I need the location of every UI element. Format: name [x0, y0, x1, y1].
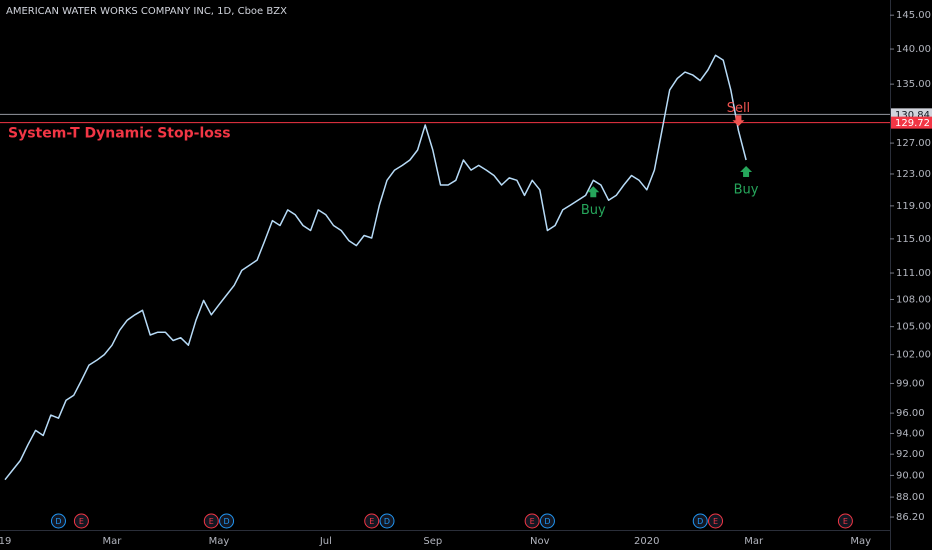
event-label: D: [544, 517, 550, 526]
event-badge: [219, 513, 235, 529]
event-label: E: [369, 517, 374, 526]
event-badge: [524, 513, 540, 529]
event-label: E: [713, 517, 718, 526]
x-tick-label: Mar: [103, 536, 123, 547]
event-badge: [73, 513, 89, 529]
event-label: E: [209, 517, 214, 526]
x-tick-label: May: [209, 536, 230, 547]
event-badge: [837, 513, 853, 529]
event-label: D: [384, 517, 390, 526]
y-tick-label: 135.00: [896, 79, 931, 90]
y-tick-label: 88.00: [896, 492, 925, 503]
event-badge: [203, 513, 219, 529]
x-tick-label: Mar: [744, 536, 764, 547]
event-badge: [50, 513, 66, 529]
y-tick-label: 105.00: [896, 322, 931, 333]
signal-label: Sell: [727, 101, 750, 116]
signal-label: Buy: [581, 203, 606, 218]
event-badge: [708, 513, 724, 529]
y-tick-label: 145.00: [896, 10, 931, 21]
price-label-box: [891, 116, 932, 129]
x-tick-label: 19: [0, 536, 11, 547]
buy-arrow: [587, 186, 600, 198]
y-tick-label: 119.00: [896, 201, 931, 212]
x-tick-label: Jul: [319, 536, 332, 547]
event-label: D: [55, 517, 61, 526]
event-label: D: [223, 517, 229, 526]
x-tick-label: Sep: [423, 536, 442, 547]
annotation: System-T Dynamic Stop-loss: [8, 126, 231, 142]
sell-arrow: [732, 115, 745, 127]
event-label: E: [79, 517, 84, 526]
y-tick-label: 86.20: [896, 512, 925, 523]
signal-label: Buy: [734, 182, 759, 197]
event-badge: [539, 513, 555, 529]
event-badge: [692, 513, 708, 529]
y-tick-label: 127.00: [896, 138, 931, 149]
buy-arrow: [740, 165, 753, 177]
y-tick-label: 108.00: [896, 294, 931, 305]
y-tick-label: 111.00: [896, 268, 931, 279]
y-tick-label: 140.00: [896, 44, 931, 55]
chart-title: AMERICAN WATER WORKS COMPANY INC, 1D, Cb…: [6, 6, 287, 17]
price-line-series: [4, 54, 747, 481]
y-tick-label: 115.00: [896, 234, 931, 245]
y-tick-label: 99.00: [896, 378, 925, 389]
event-badge: [379, 513, 395, 529]
y-tick-label: 102.00: [896, 350, 931, 361]
price-label: 130.84: [895, 110, 930, 121]
x-tick-label: Nov: [530, 536, 550, 547]
y-tick-label: 123.00: [896, 169, 931, 180]
event-label: E: [843, 517, 848, 526]
event-label: E: [530, 517, 535, 526]
y-tick-label: 90.00: [896, 470, 925, 481]
event-label: D: [697, 517, 703, 526]
y-tick-label: 94.00: [896, 428, 925, 439]
y-tick-label: 92.00: [896, 449, 925, 460]
event-badge: [364, 513, 380, 529]
y-tick-label: 96.00: [896, 408, 925, 419]
price-label: 129.72: [895, 118, 930, 129]
x-tick-label: 2020: [634, 536, 659, 547]
x-tick-label: May: [850, 536, 871, 547]
